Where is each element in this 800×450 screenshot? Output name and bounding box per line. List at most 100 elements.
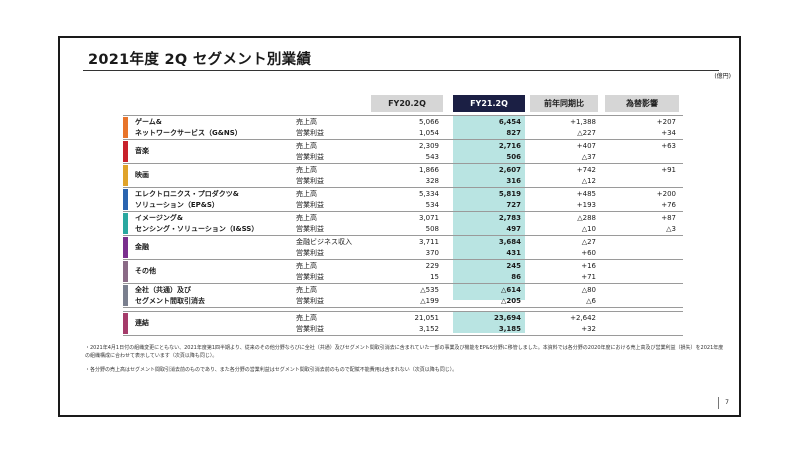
metric-label: 営業利益 (296, 129, 324, 138)
segment-color-bar (123, 213, 128, 234)
table-row: 営業利益 1,054 827 △227 +34 (123, 128, 683, 140)
consolidated-total: 連結 売上高 21,051 23,694 +2,642 営業利益 3,152 3,185 +32 (123, 311, 683, 336)
segment-group: 連結 売上高 21,051 23,694 +2,642 営業利益 3,152 3,185 +32 (123, 312, 683, 335)
segment-color-bar (123, 237, 128, 258)
value-fy21: 431 (506, 249, 521, 258)
value-yoy: +193 (576, 201, 596, 210)
value-fy21: △614 (501, 285, 521, 294)
table-row: 売上高 1,866 2,607 +742 +91 (123, 164, 683, 176)
segment-name-line: イメージング& (135, 213, 183, 222)
value-fy20: 534 (425, 201, 439, 210)
value-yoy: +485 (576, 189, 596, 198)
value-fx: +76 (661, 201, 676, 210)
value-fy20: 328 (425, 177, 439, 186)
value-fy21: 2,716 (498, 141, 521, 150)
value-fy20: 3,711 (418, 237, 439, 246)
table-row: 営業利益 328 316 △12 (123, 176, 683, 188)
value-fy20: 3,071 (418, 213, 439, 222)
segment-name: 映画 (135, 164, 300, 187)
segment-group: 全社（共通）及び セグメント間取引消去 売上高 △535 △614 △80 営業利益 △199… (123, 284, 683, 308)
value-fy20: 3,152 (418, 325, 439, 334)
value-fy21: 3,185 (498, 325, 521, 334)
segment-name: 全社（共通）及びセグメント間取引消去 (135, 284, 300, 307)
value-fy20: 21,051 (414, 313, 440, 322)
fy21-highlight-column (453, 115, 525, 300)
value-yoy: △37 (581, 153, 596, 162)
segment-group: 映画 売上高 1,866 2,607 +742 +91 営業利益 328 316 △12 (123, 164, 683, 188)
table-row: 売上高 5,066 6,454 +1,388 +207 (123, 116, 683, 128)
fy21-highlight-total (453, 311, 525, 333)
metric-label: 売上高 (296, 141, 317, 150)
segment-group: エレクトロニクス・プロダクツ& ソリューション（EP&S） 売上高 5,334 5,81… (123, 188, 683, 212)
segment-group: イメージング& センシング・ソリューション（I&SS） 売上高 3,071 2,783 △… (123, 212, 683, 236)
segment-name-line: エレクトロニクス・プロダクツ& (135, 189, 239, 198)
footnotes: ・2021年4月1日付の組織変更にともない、2021年度第1四半期より、従来のそ… (85, 344, 725, 384)
header-fy21-2q: FY21.2Q (453, 95, 525, 112)
value-fy20: △199 (420, 297, 439, 306)
table-row: 売上高 △535 △614 △80 (123, 284, 683, 296)
value-yoy: +71 (581, 273, 596, 282)
segment-name: イメージング& センシング・ソリューション（I&SS） (135, 212, 300, 235)
segment-name-line: 全社（共通）及び (135, 285, 191, 294)
value-fy20: 1,054 (418, 129, 439, 138)
segment-name: 音楽 (135, 140, 300, 163)
value-yoy: +32 (581, 325, 596, 334)
value-yoy: +16 (581, 261, 596, 270)
segment-group: 音楽 売上高 2,309 2,716 +407 +63 営業利益 543 506 △37 (123, 140, 683, 164)
value-fy20: 543 (425, 153, 439, 162)
table-row: 売上高 2,309 2,716 +407 +63 (123, 140, 683, 152)
segment-color-bar (123, 117, 128, 138)
segment-name: その他 (135, 260, 300, 283)
value-fy20: 508 (425, 225, 439, 234)
header-yoy: 前年同期比 (530, 95, 598, 112)
segment-name-line: 映画 (135, 171, 149, 179)
table-row: 売上高 21,051 23,694 +2,642 (123, 312, 683, 324)
metric-label: 営業利益 (296, 325, 324, 334)
value-fx: +87 (661, 213, 676, 222)
segment-name-line: 音楽 (135, 147, 149, 155)
segment-color-bar (123, 189, 128, 210)
value-fy20: 1,866 (418, 165, 439, 174)
value-fy21: 506 (506, 153, 521, 162)
footnote: ・2021年4月1日付の組織変更にともない、2021年度第1四半期より、従来のそ… (85, 345, 724, 359)
table-row: 営業利益 3,152 3,185 +32 (123, 324, 683, 336)
header-fy20-2q: FY20.2Q (371, 95, 443, 112)
value-fy20: △535 (420, 285, 439, 294)
segment-group: 金融 金融ビジネス収入 3,711 3,684 △27 営業利益 370 431 +60 (123, 236, 683, 260)
value-yoy: △10 (581, 225, 596, 234)
value-fy21: 23,694 (493, 313, 521, 322)
segment-name-line: セグメント間取引消去 (135, 296, 205, 305)
unit-label: (億円) (714, 73, 731, 80)
metric-label: 売上高 (296, 189, 317, 198)
slide: 2021年度 2Q セグメント別業績 (億円) FY20.2Q FY21.2Q … (58, 36, 741, 417)
table-row: 売上高 229 245 +16 (123, 260, 683, 272)
segment-group: ゲーム& ネットワークサービス（G&NS） 売上高 5,066 6,454 +1,388 +… (123, 115, 683, 140)
metric-label: 売上高 (296, 285, 317, 294)
segment-color-bar (123, 261, 128, 282)
segment-color-bar (123, 285, 128, 306)
table-row: 金融ビジネス収入 3,711 3,684 △27 (123, 236, 683, 248)
value-fy21: 727 (506, 201, 521, 210)
metric-label: 営業利益 (296, 225, 324, 234)
metric-label: 売上高 (296, 213, 317, 222)
value-yoy: △6 (586, 297, 596, 306)
footnote: ・各分野の売上高はセグメント間取引消去前のものであり、また各分野の営業利益はセグ… (85, 367, 458, 373)
segment-name-line: 連結 (135, 319, 149, 327)
value-yoy: △288 (577, 213, 596, 222)
value-fy21: 3,684 (498, 237, 521, 246)
segment-name-line: ソリューション（EP&S） (135, 200, 219, 209)
value-fy21: 2,783 (498, 213, 521, 222)
value-fx: △3 (666, 225, 676, 234)
value-fy20: 15 (430, 273, 439, 282)
metric-label: 売上高 (296, 261, 317, 270)
page-number-divider (718, 397, 719, 409)
segment-name-line: センシング・ソリューション（I&SS） (135, 224, 259, 233)
segment-name-line: ゲーム& (135, 117, 162, 126)
value-yoy: +407 (576, 141, 596, 150)
value-fy20: 2,309 (418, 141, 439, 150)
table-row: 営業利益 543 506 △37 (123, 152, 683, 164)
segment-name-line: ネットワークサービス（G&NS） (135, 128, 242, 137)
metric-label: 金融ビジネス収入 (296, 237, 352, 246)
header-fx-impact: 為替影響 (605, 95, 679, 112)
segment-group: その他 売上高 229 245 +16 営業利益 15 86 +71 (123, 260, 683, 284)
